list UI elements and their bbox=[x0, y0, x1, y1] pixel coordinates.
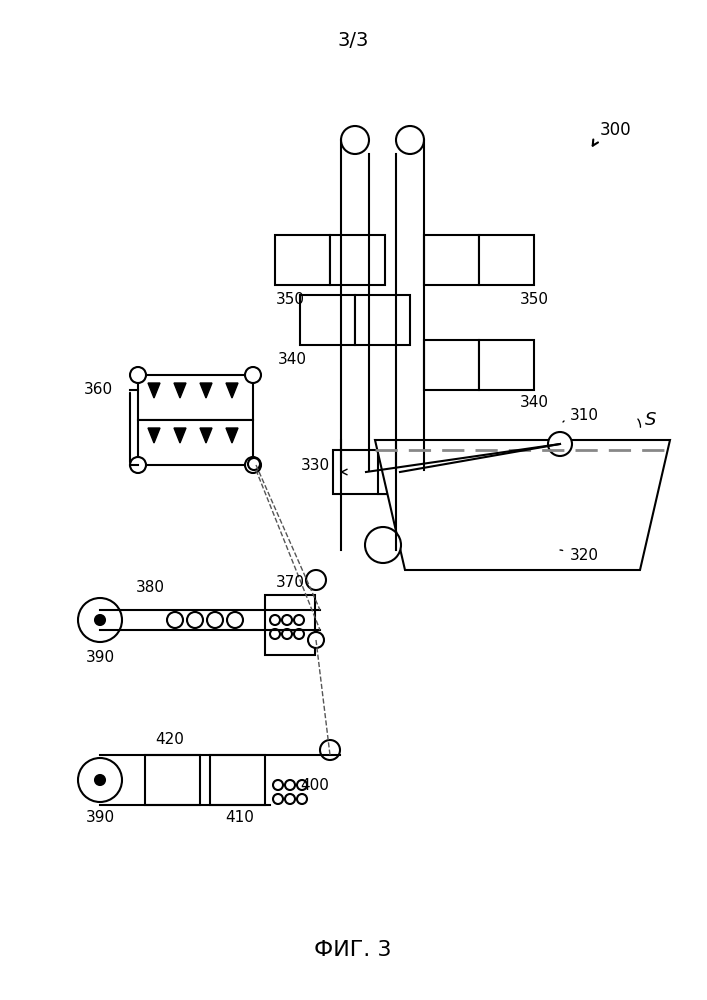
Circle shape bbox=[285, 794, 295, 804]
FancyBboxPatch shape bbox=[138, 375, 253, 420]
Circle shape bbox=[273, 794, 283, 804]
Text: 340: 340 bbox=[278, 352, 307, 367]
FancyBboxPatch shape bbox=[479, 340, 534, 390]
Circle shape bbox=[130, 457, 146, 473]
FancyBboxPatch shape bbox=[210, 755, 265, 805]
Circle shape bbox=[270, 615, 280, 625]
Text: 370: 370 bbox=[276, 575, 305, 590]
Circle shape bbox=[282, 615, 292, 625]
Circle shape bbox=[297, 780, 307, 790]
Circle shape bbox=[78, 758, 122, 802]
Circle shape bbox=[297, 794, 307, 804]
Text: S: S bbox=[645, 411, 656, 429]
Text: 330: 330 bbox=[301, 458, 330, 473]
Polygon shape bbox=[148, 428, 160, 443]
Circle shape bbox=[282, 629, 292, 639]
Polygon shape bbox=[226, 428, 238, 443]
FancyBboxPatch shape bbox=[378, 450, 438, 494]
FancyBboxPatch shape bbox=[275, 235, 330, 285]
Circle shape bbox=[245, 367, 261, 383]
Polygon shape bbox=[174, 428, 186, 443]
FancyBboxPatch shape bbox=[330, 235, 385, 285]
Polygon shape bbox=[226, 383, 238, 398]
Circle shape bbox=[285, 780, 295, 790]
Polygon shape bbox=[200, 428, 212, 443]
Circle shape bbox=[365, 527, 401, 563]
FancyBboxPatch shape bbox=[424, 340, 479, 390]
Text: 350: 350 bbox=[276, 292, 305, 307]
Circle shape bbox=[396, 126, 424, 154]
Text: 410: 410 bbox=[226, 810, 255, 825]
Text: 300: 300 bbox=[600, 121, 631, 139]
FancyBboxPatch shape bbox=[145, 755, 200, 805]
Circle shape bbox=[308, 632, 324, 648]
Circle shape bbox=[95, 775, 105, 785]
Circle shape bbox=[245, 457, 261, 473]
Circle shape bbox=[548, 432, 572, 456]
Circle shape bbox=[78, 598, 122, 642]
Text: 310: 310 bbox=[570, 408, 599, 422]
Text: 390: 390 bbox=[86, 650, 115, 665]
Text: 320: 320 bbox=[570, 548, 599, 562]
FancyBboxPatch shape bbox=[300, 295, 355, 345]
Circle shape bbox=[294, 629, 304, 639]
Circle shape bbox=[95, 615, 105, 625]
FancyBboxPatch shape bbox=[333, 450, 393, 494]
Circle shape bbox=[270, 629, 280, 639]
FancyBboxPatch shape bbox=[355, 295, 410, 345]
Polygon shape bbox=[148, 383, 160, 398]
Circle shape bbox=[187, 612, 203, 628]
Circle shape bbox=[130, 367, 146, 383]
Polygon shape bbox=[375, 440, 670, 570]
Text: ФИГ. 3: ФИГ. 3 bbox=[314, 940, 392, 960]
Circle shape bbox=[306, 570, 326, 590]
Circle shape bbox=[320, 740, 340, 760]
Text: 420: 420 bbox=[155, 732, 184, 747]
Text: 400: 400 bbox=[300, 778, 329, 792]
FancyBboxPatch shape bbox=[138, 420, 253, 465]
Circle shape bbox=[207, 612, 223, 628]
Text: 380: 380 bbox=[136, 580, 165, 595]
Circle shape bbox=[341, 126, 369, 154]
Text: 360: 360 bbox=[84, 382, 113, 397]
Circle shape bbox=[248, 458, 260, 470]
FancyBboxPatch shape bbox=[265, 595, 315, 655]
Text: 3/3: 3/3 bbox=[337, 30, 368, 49]
Text: 340: 340 bbox=[520, 395, 549, 410]
Polygon shape bbox=[343, 457, 378, 487]
FancyBboxPatch shape bbox=[424, 235, 479, 285]
FancyBboxPatch shape bbox=[479, 235, 534, 285]
Circle shape bbox=[273, 780, 283, 790]
Circle shape bbox=[294, 615, 304, 625]
Polygon shape bbox=[174, 383, 186, 398]
Circle shape bbox=[167, 612, 183, 628]
Text: 390: 390 bbox=[86, 810, 115, 825]
Polygon shape bbox=[388, 457, 423, 487]
Text: 350: 350 bbox=[520, 292, 549, 307]
Circle shape bbox=[227, 612, 243, 628]
Polygon shape bbox=[200, 383, 212, 398]
